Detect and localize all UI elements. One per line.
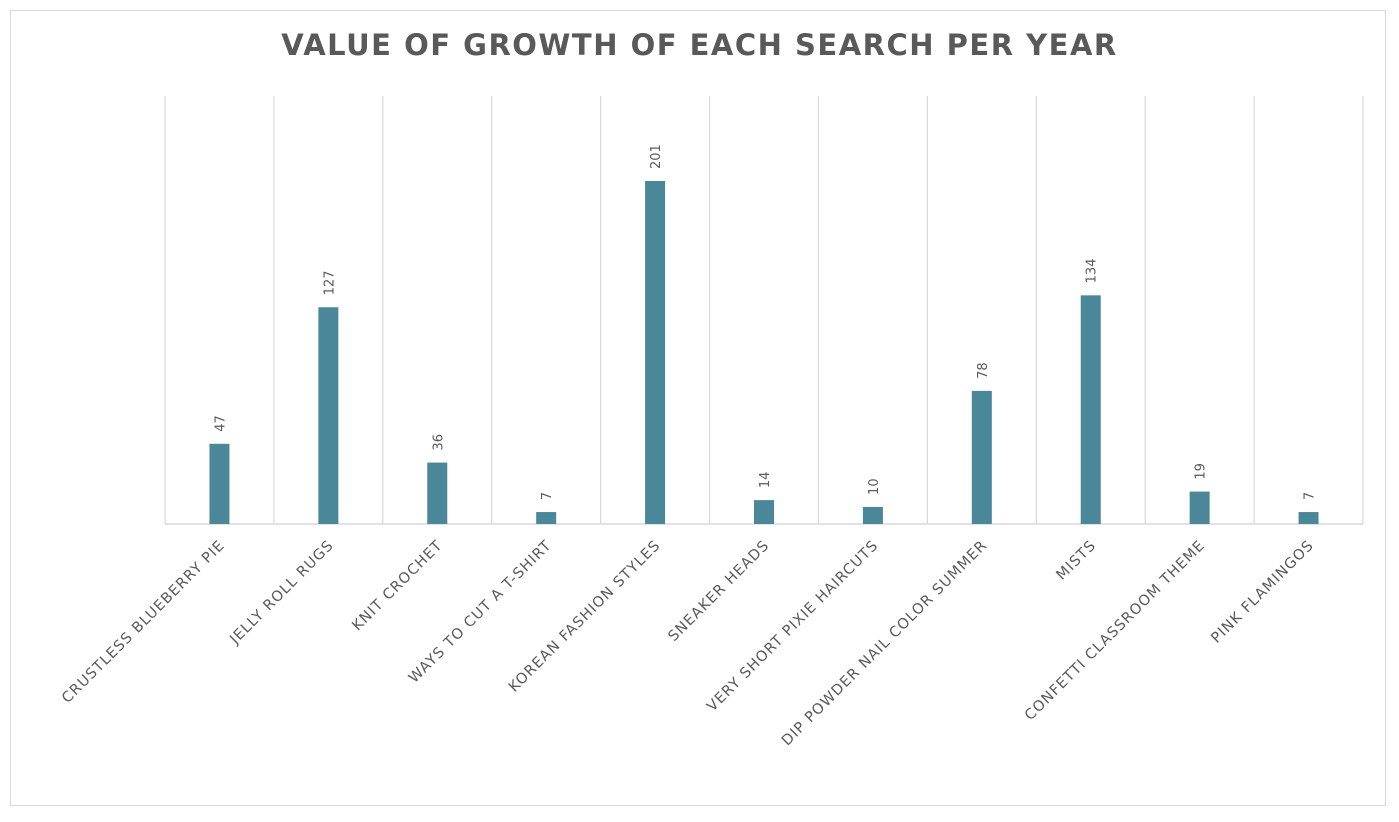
data-labels: 47 127 36 7 201 14 10 78 134 19 7 [213, 144, 1317, 500]
bar[interactable] [971, 390, 992, 524]
data-label: 47 [213, 415, 228, 432]
gridlines [164, 96, 1364, 524]
category-label: CRUSTLESS BLUEBERRY PIE [59, 538, 228, 707]
bar[interactable] [427, 462, 448, 524]
category-label: KNIT CROCHET [349, 538, 446, 635]
data-label: 78 [976, 362, 991, 379]
bar[interactable] [536, 512, 557, 524]
data-label: 7 [1303, 492, 1318, 500]
category-label: CONFETTI CLASSROOM THEME [1022, 538, 1208, 724]
data-label: 36 [431, 434, 446, 451]
data-label: 134 [1085, 259, 1100, 284]
data-label: 14 [758, 472, 773, 489]
bars [209, 181, 1319, 524]
category-label: VERY SHORT PIXIE HAIRCUTS [704, 538, 881, 715]
data-label: 10 [867, 478, 882, 495]
bar[interactable] [862, 506, 883, 524]
data-label: 127 [322, 270, 337, 295]
category-label: PINK FLAMINGOS [1208, 538, 1317, 647]
bar[interactable] [318, 307, 339, 524]
chart-title: VALUE OF GROWTH OF EACH SEARCH PER YEAR [281, 28, 1118, 62]
data-label: 201 [649, 144, 664, 169]
bar[interactable] [754, 500, 774, 524]
bar[interactable] [209, 443, 230, 524]
bar[interactable] [645, 181, 666, 524]
category-label: DIP POWDER NAIL COLOR SUMMER [779, 538, 991, 750]
category-label: JELLY ROLL RUGS [227, 538, 338, 649]
data-label: 19 [1194, 463, 1209, 480]
bar[interactable] [1189, 491, 1210, 524]
category-label: MISTS [1054, 538, 1100, 584]
bar[interactable] [1080, 295, 1101, 524]
category-label: SNEAKER HEADS [665, 538, 772, 645]
chart-frame [10, 10, 1386, 806]
data-label: 7 [540, 492, 555, 500]
bar[interactable] [1298, 512, 1319, 524]
